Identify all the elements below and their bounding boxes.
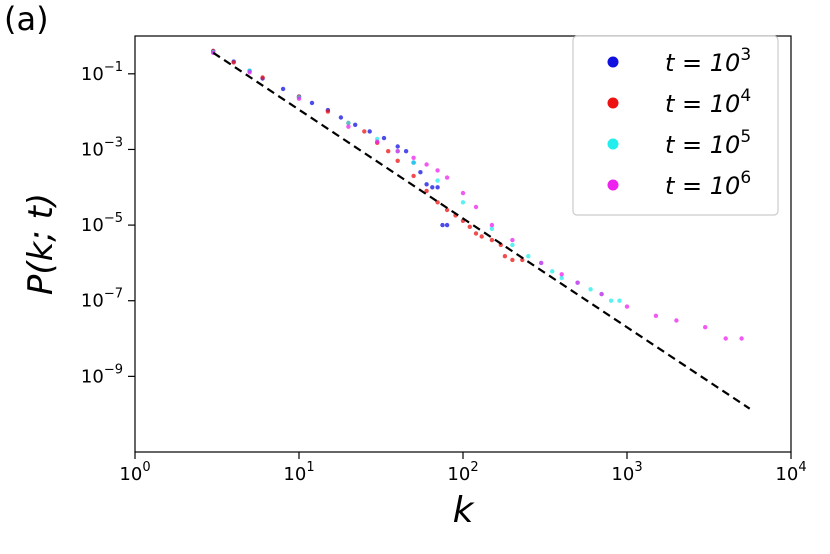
series-2-point (424, 188, 429, 194)
series-4-point (539, 260, 544, 266)
reference-dashed-line (212, 51, 751, 410)
y-tick-label: 10−9 (81, 362, 123, 387)
series-4-point (375, 139, 380, 144)
y-tick-label: 10−3 (81, 135, 123, 160)
series-2-point (510, 257, 515, 263)
series-2-point (411, 173, 416, 179)
series-3-point (608, 298, 614, 303)
series-1-point (435, 185, 440, 190)
series-1-point (395, 144, 400, 149)
series-4-point (510, 237, 515, 243)
series-3-point (510, 242, 515, 248)
series-2-point (467, 224, 472, 229)
legend: t = 103 t = 104 t = 105 t = 106 (572, 35, 779, 216)
x-tick-label: 101 (283, 460, 314, 485)
legend-label: t = 104 (665, 86, 751, 118)
series-1-point (430, 185, 435, 190)
series-1-point (424, 182, 429, 187)
series-1-point (338, 115, 344, 120)
series-2-point (231, 60, 236, 65)
series-2-point (362, 129, 367, 134)
series-2-point (260, 75, 265, 80)
legend-marker (607, 56, 619, 68)
series-4-point (247, 70, 252, 75)
series-3-point (346, 120, 351, 126)
series-3-point (489, 226, 495, 231)
series-3-point (559, 275, 564, 281)
legend-label: t = 106 (665, 168, 751, 200)
legend-marker (607, 138, 619, 150)
series-4-point (395, 149, 400, 154)
series-4-point (473, 204, 479, 210)
series-3-point (411, 160, 416, 165)
series-4-point (346, 124, 351, 129)
series-1-point (280, 86, 286, 92)
series-4-point (559, 272, 564, 277)
x-axis-label: k (453, 490, 476, 531)
series-4-point (411, 155, 416, 160)
x-tick-label: 103 (611, 460, 642, 485)
legend-box (572, 35, 779, 216)
panel-label: (a) (4, 0, 49, 38)
series-2-point (444, 207, 450, 213)
series-3-point (526, 254, 531, 259)
series-2-point (489, 237, 495, 243)
series-4-point (435, 168, 440, 173)
x-tick-label: 100 (119, 460, 150, 485)
series-1-point (367, 129, 372, 134)
series-3-point (617, 298, 622, 303)
series-1-point (418, 170, 423, 175)
series-4-point (489, 222, 495, 228)
series-4-point (575, 280, 580, 285)
series-4-point (444, 175, 450, 180)
series-2-point (395, 158, 400, 163)
y-tick-label: 10−1 (81, 60, 123, 85)
series-3-point (460, 200, 466, 205)
series-4-point (739, 336, 744, 341)
series-4-point (674, 318, 679, 323)
series-2-point (325, 109, 331, 114)
series-2-point (520, 257, 525, 263)
series-1-point (381, 135, 387, 141)
series-1-point (444, 222, 450, 228)
y-tick-label: 10−5 (81, 211, 123, 236)
x-tick-label: 102 (447, 460, 478, 485)
series-2-point (386, 149, 391, 154)
series-3-point (588, 287, 593, 292)
legend-marker (607, 97, 619, 109)
series-1-point (403, 149, 409, 154)
series-2-point (479, 234, 484, 239)
series-3-point (435, 178, 440, 183)
series-4-point (703, 325, 708, 330)
legend-marker (607, 179, 619, 191)
series-4-point (296, 96, 302, 101)
series-4-point (460, 190, 466, 196)
series-1-point (309, 100, 315, 106)
series-2-point (435, 200, 440, 205)
series-1-point (353, 122, 358, 128)
series-1-point (440, 222, 445, 228)
series-2-point (473, 231, 479, 236)
series-3-point (550, 269, 555, 274)
y-tick-label: 10−7 (81, 287, 123, 312)
x-tick-label: 104 (775, 460, 806, 485)
legend-label: t = 103 (665, 45, 751, 77)
series-4-point (653, 313, 659, 318)
legend-label: t = 105 (665, 127, 751, 159)
series-4-point (599, 291, 604, 297)
series-2-point (502, 254, 508, 259)
series-4-point (624, 304, 630, 309)
y-axis-label: P(k; t) (21, 193, 61, 295)
series-4-point (424, 162, 429, 167)
series-4-point (723, 336, 728, 341)
